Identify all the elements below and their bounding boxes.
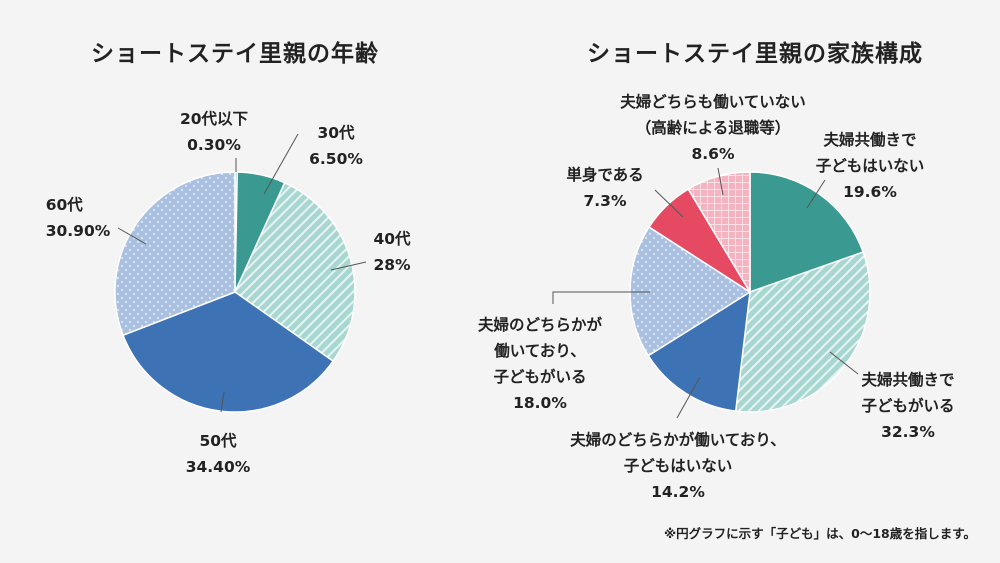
label-30s: 30代 6.50% <box>309 124 363 168</box>
leader-line <box>220 391 225 413</box>
leader-line <box>676 376 701 419</box>
leader-line <box>330 261 367 271</box>
label-20s-under: 20代以下 0.30% <box>179 110 249 154</box>
leader-line <box>117 227 147 245</box>
label-single-income-with-children: 夫婦のどちらかが 働いており、 子どもがいる 18.0% <box>477 316 603 412</box>
leader-line <box>717 167 724 196</box>
label-single-income-no-children: 夫婦のどちらかが働いており、 子どもはいない 14.2% <box>570 431 786 501</box>
pie-slice <box>734 251 871 413</box>
pie-slice <box>687 171 751 295</box>
pie-slice <box>234 181 356 363</box>
label-40s: 40代 28% <box>373 230 411 274</box>
leader-line <box>552 291 650 304</box>
footnote: ※円グラフに示す「子ども」は、0〜18歳を指します。 <box>664 526 976 541</box>
leader-line <box>806 179 826 209</box>
pie-slice <box>647 290 751 412</box>
family-chart-title: ショートステイ里親の家族構成 <box>587 41 923 67</box>
label-both-not-working: 夫婦どちらも働いていない （高齢による退職等） 8.6% <box>620 93 806 163</box>
label-50s: 50代 34.40% <box>185 432 251 476</box>
pie-slice <box>122 291 335 413</box>
leader-lines <box>117 133 859 419</box>
leader-line <box>654 189 684 218</box>
leader-line <box>829 351 859 375</box>
label-dual-income-with-children: 夫婦共働きで 子どもがいる 32.3% <box>861 371 955 441</box>
family-pie <box>629 171 871 413</box>
pie-slice <box>629 226 752 357</box>
age-pie <box>114 171 356 413</box>
age-chart-title: ショートステイ里親の年齢 <box>91 41 379 67</box>
label-dual-income-no-children: 夫婦共働きで 子どもはいない 19.6% <box>815 131 925 201</box>
pie-slice <box>114 171 236 337</box>
leader-line <box>263 133 299 195</box>
label-single: 単身である 7.3% <box>566 166 644 210</box>
label-60s: 60代 30.90% <box>45 196 111 240</box>
